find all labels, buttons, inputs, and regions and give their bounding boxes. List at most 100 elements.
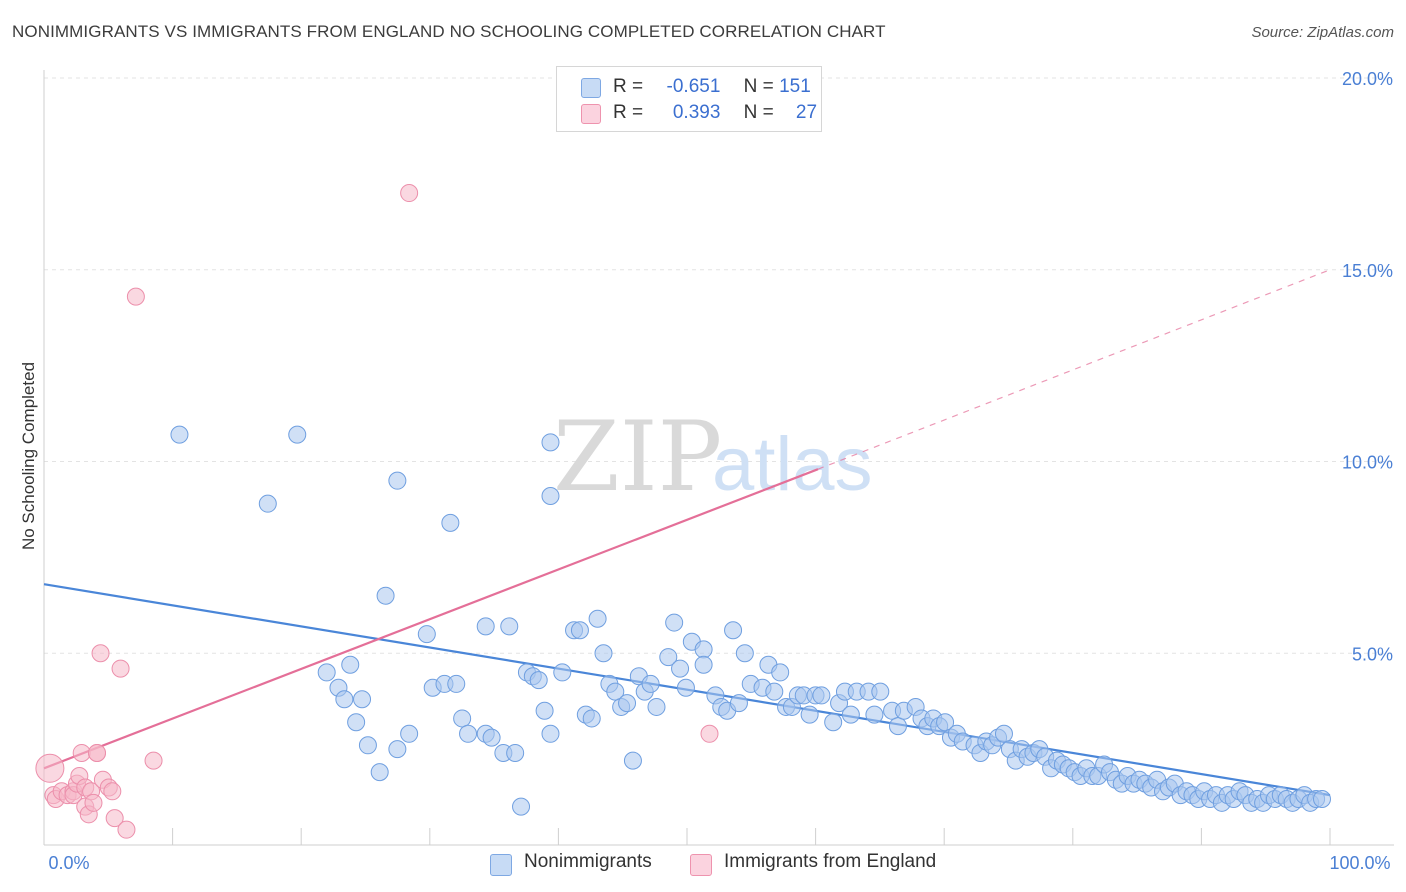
trend-lines <box>43 269 1331 797</box>
y-tick-label: 15.0% <box>1342 261 1393 281</box>
point-nonimmigrants <box>453 709 472 728</box>
point-nonimmigrants <box>871 682 890 701</box>
point-nonimmigrants <box>388 740 407 759</box>
point-nonimmigrants <box>541 433 560 452</box>
point-nonimmigrants <box>594 644 613 663</box>
point-england <box>91 644 110 663</box>
point-nonimmigrants <box>341 655 360 674</box>
axes <box>43 70 1394 846</box>
point-nonimmigrants <box>888 717 907 736</box>
point-nonimmigrants <box>694 655 713 674</box>
point-nonimmigrants <box>535 701 554 720</box>
point-england <box>84 793 103 812</box>
x-tick-label: 0.0% <box>48 853 89 873</box>
point-nonimmigrants <box>541 724 560 743</box>
point-nonimmigrants <box>676 678 695 697</box>
point-nonimmigrants <box>665 613 684 632</box>
y-tick-label: 10.0% <box>1342 453 1393 473</box>
correlation-legend: R = -0.651 N = 151 R = 0.393 N = 27 <box>556 66 822 132</box>
grid-lines <box>44 77 1394 654</box>
point-nonimmigrants <box>771 663 790 682</box>
point-nonimmigrants <box>288 425 307 444</box>
point-england <box>72 743 91 762</box>
legend-item-england: Immigrants from England <box>690 851 980 879</box>
point-nonimmigrants <box>258 494 277 513</box>
point-nonimmigrants <box>335 690 354 709</box>
trend-line-england-extrapolated <box>817 269 1331 470</box>
point-nonimmigrants <box>476 617 495 636</box>
point-nonimmigrants <box>812 686 831 705</box>
point-nonimmigrants <box>317 663 336 682</box>
point-england <box>88 743 107 762</box>
legend-swatch <box>690 854 712 876</box>
source-note: Source: ZipAtlas.com <box>1251 24 1394 41</box>
legend-swatch-nonimmigrants <box>581 78 601 98</box>
y-tick-label: 5.0% <box>1352 644 1393 664</box>
point-nonimmigrants <box>512 797 531 816</box>
point-nonimmigrants <box>582 709 601 728</box>
legend-text: R = 0.393 N = 27 <box>613 102 818 123</box>
legend-swatch <box>490 854 512 876</box>
legend-item-nonimmigrants: Nonimmigrants <box>490 851 680 879</box>
point-nonimmigrants <box>671 659 690 678</box>
point-england <box>117 820 136 839</box>
point-nonimmigrants <box>506 743 525 762</box>
x-tick-label: 100.0% <box>1329 853 1390 873</box>
point-nonimmigrants <box>500 617 519 636</box>
point-nonimmigrants <box>417 625 436 644</box>
point-nonimmigrants <box>388 471 407 490</box>
point-england <box>111 659 130 678</box>
point-nonimmigrants <box>724 621 743 640</box>
point-nonimmigrants <box>994 724 1013 743</box>
legend-label: Immigrants from England <box>724 851 937 872</box>
point-nonimmigrants <box>400 724 419 743</box>
point-nonimmigrants <box>376 586 395 605</box>
point-nonimmigrants <box>541 487 560 506</box>
point-nonimmigrants <box>765 682 784 701</box>
point-nonimmigrants <box>553 663 572 682</box>
point-nonimmigrants <box>482 728 501 747</box>
point-nonimmigrants <box>1313 789 1331 808</box>
point-nonimmigrants <box>659 648 678 667</box>
point-nonimmigrants <box>865 705 884 724</box>
point-england <box>105 809 124 828</box>
y-axis-label: No Schooling Completed <box>19 362 38 550</box>
point-england <box>400 184 419 203</box>
point-nonimmigrants <box>459 724 478 743</box>
point-nonimmigrants <box>641 674 660 693</box>
point-nonimmigrants <box>694 640 713 659</box>
point-nonimmigrants <box>358 736 377 755</box>
data-points <box>35 184 1331 839</box>
point-nonimmigrants <box>800 705 819 724</box>
point-nonimmigrants <box>441 513 460 532</box>
point-nonimmigrants <box>570 621 589 640</box>
point-nonimmigrants <box>735 644 754 663</box>
point-nonimmigrants <box>370 763 389 782</box>
point-nonimmigrants <box>623 751 642 770</box>
point-england <box>35 753 65 783</box>
chart-title: NONIMMIGRANTS VS IMMIGRANTS FROM ENGLAND… <box>12 22 886 41</box>
legend-text: R = -0.651 N = 151 <box>613 76 811 97</box>
watermark-zip: ZIP <box>553 401 722 513</box>
point-nonimmigrants <box>447 674 466 693</box>
point-england <box>700 724 719 743</box>
point-nonimmigrants <box>618 694 637 713</box>
y-tick-label: 20.0% <box>1342 69 1393 89</box>
legend-label: Nonimmigrants <box>524 851 652 872</box>
tick-labels: 5.0% 10.0% 15.0% 20.0% 0.0% 100.0% <box>48 69 1393 873</box>
point-nonimmigrants <box>353 690 372 709</box>
point-england <box>103 782 122 801</box>
point-nonimmigrants <box>824 713 843 732</box>
point-nonimmigrants <box>170 425 189 444</box>
watermark: ZIP atlas <box>553 401 873 513</box>
legend-swatch-england <box>581 104 601 124</box>
point-england <box>144 751 163 770</box>
point-nonimmigrants <box>936 713 955 732</box>
point-nonimmigrants <box>606 682 625 701</box>
point-nonimmigrants <box>529 671 548 690</box>
point-nonimmigrants <box>729 694 748 713</box>
point-england <box>126 287 145 306</box>
trend-line-england <box>43 468 819 770</box>
watermark-atlas: atlas <box>712 422 873 507</box>
